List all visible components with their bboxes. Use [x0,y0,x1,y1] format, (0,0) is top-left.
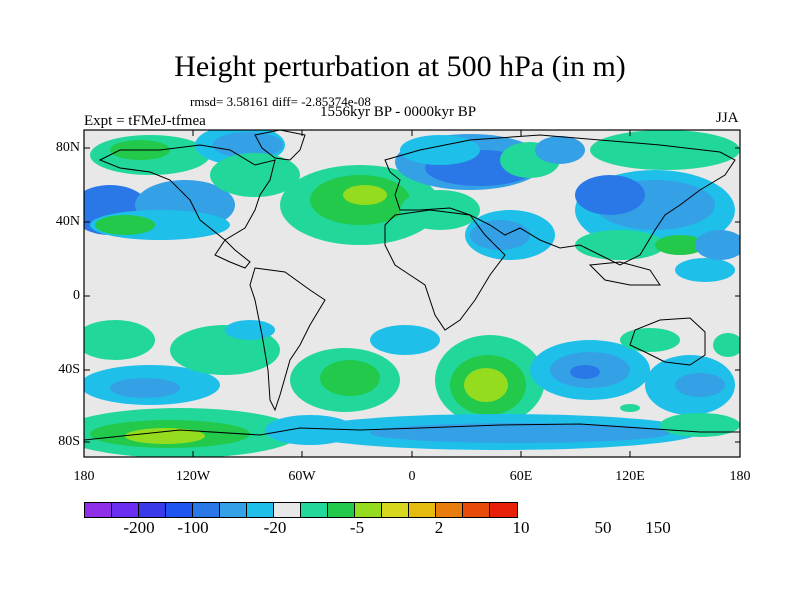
lat-label-40s: 40S [58,362,80,377]
anomaly-blob [470,220,530,250]
anomaly-blob [343,185,387,205]
anomaly-blob [110,378,180,398]
australia-outline [629,317,706,366]
anomaly-blob [320,360,380,396]
lat-label-0: 0 [73,288,80,303]
anomaly-blob [620,404,640,412]
season-label: JJA [716,110,739,126]
anomaly-blob [655,235,705,255]
anomaly-blob [95,215,155,235]
colorbar-swatch [409,503,436,517]
experiment-label: Expt = tFMeJ-tfmea [84,113,206,129]
anomaly-blob [675,258,735,282]
colorbar-swatch [328,503,355,517]
antarctica-outline [84,423,740,441]
anomaly-blob [575,175,645,215]
anomaly-blob [713,333,740,357]
colorbar-swatch [382,503,409,517]
lat-label-40n: 40N [55,214,80,229]
plot-title: Height perturbation at 500 hPa (in m) [174,50,626,83]
colorbar-swatch [490,503,517,517]
anomaly-blob [695,230,740,260]
colorbar-swatch [112,503,139,517]
colorbar-swatch [139,503,166,517]
anomaly-blob [370,325,440,355]
colorbar-label: -20 [263,518,287,537]
lon-label-60w: 60W [288,469,316,484]
lon-label-120e: 120E [615,469,645,484]
colorbar-label: 150 [645,518,671,537]
colorbar-label: 2 [434,518,444,537]
colorbar-swatch [85,503,112,517]
anomaly-blob [535,136,585,164]
anomaly-blob [225,320,275,340]
anomaly-blob [590,130,740,170]
colorbar-swatch [463,503,490,517]
lon-label-120w: 120W [175,469,211,484]
colorbar-swatch [301,503,328,517]
colorbar-swatch [436,503,463,517]
colorbar-label: -5 [349,518,365,537]
eurasia-outline [384,134,736,266]
africa-outline [384,209,506,331]
stats-text: rmsd= 3.58161 diff= -2.85374e-08 [190,94,371,109]
maritime-continent-outline [588,261,661,286]
colorbar-swatch [274,503,301,517]
colorbar-label: -100 [177,518,209,537]
colorbar-label: 50 [594,518,612,537]
anomaly-blob [675,373,725,397]
south-america-outline [249,267,326,412]
lat-label-80s: 80S [58,434,80,449]
anomaly-blob [400,190,480,230]
anomaly-blob [125,428,205,444]
lon-label-60e: 60E [509,469,533,484]
lon-label-0: 0 [408,469,416,484]
colorbar-swatch [247,503,274,517]
colorbar-label: -200 [123,518,155,537]
anomaly-blob [660,413,740,437]
colorbar-swatch [193,503,220,517]
colorbar-swatch [220,503,247,517]
period-text: 1556kyr BP - 0000kyr BP [320,104,477,120]
lon-label-180e: 180 [729,469,751,484]
colorbar [84,502,518,518]
colorbar-swatch [166,503,193,517]
north-america-outline [98,144,276,269]
anomaly-blob [213,132,283,158]
anomaly-blob [464,368,508,402]
anomaly-blob [370,423,670,443]
anomaly-blob [400,135,480,165]
anomaly-blob [210,153,300,197]
lat-label-80n: 80N [55,140,80,155]
lon-label-180w: 180 [73,469,95,484]
colorbar-label: 10 [512,518,530,537]
colorbar-swatch [355,503,382,517]
greenland-outline [254,130,306,161]
anomaly-blob [575,230,665,260]
anomaly-blob [620,328,680,352]
anomaly-blob [84,320,155,360]
field-anomalies [84,130,740,457]
axis-ticks [84,130,740,457]
anomaly-blob [570,365,600,379]
coastlines [84,130,740,441]
